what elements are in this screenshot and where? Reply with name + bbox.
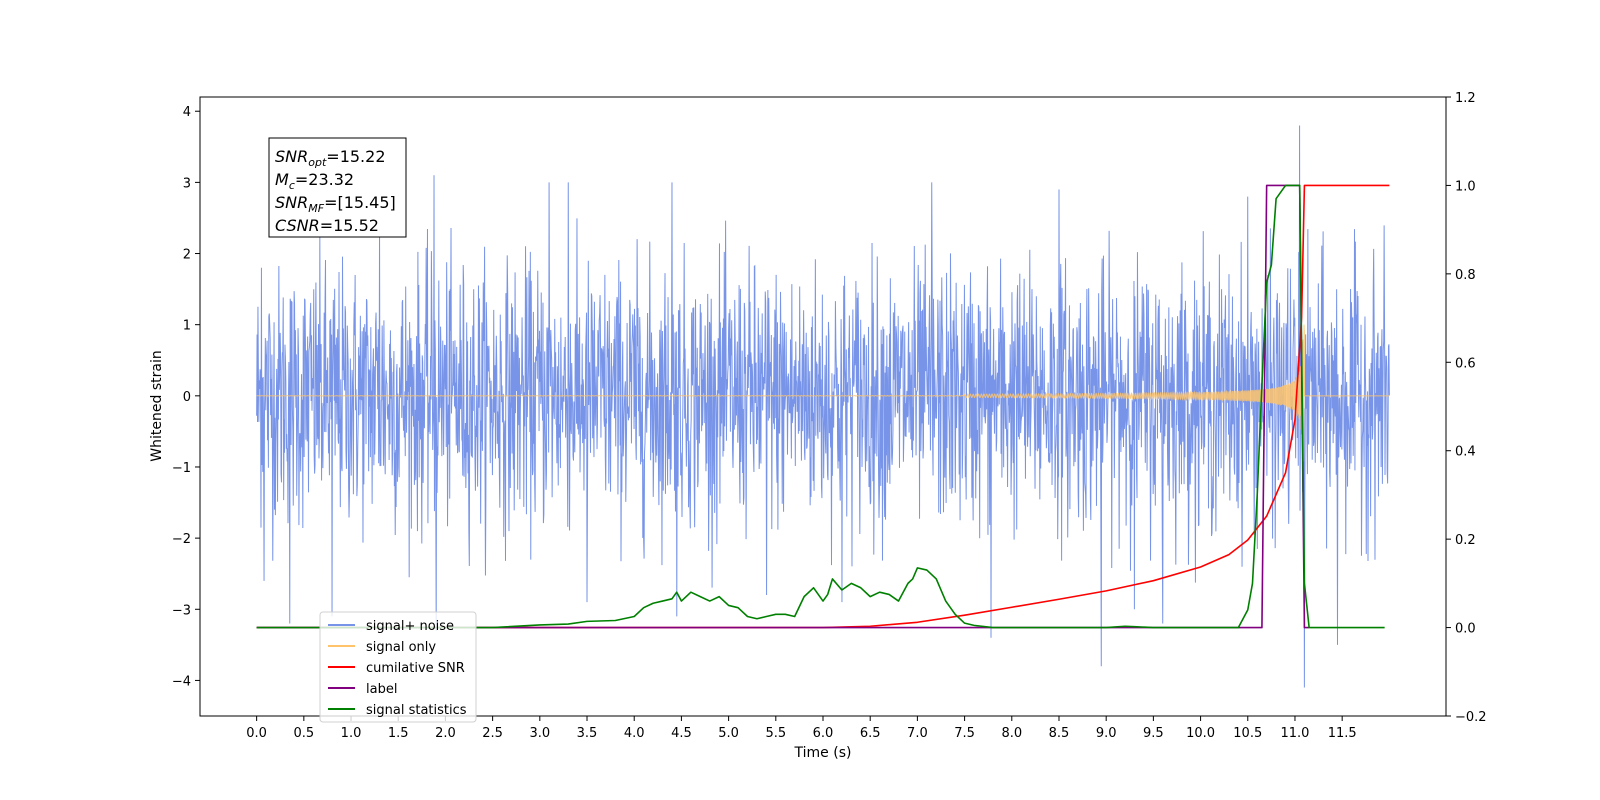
x-tick-label: 7.0 — [907, 726, 928, 741]
stats-line-value: =15.52 — [320, 216, 379, 235]
left-y-axis: −4 −3 −2 −1 0 1 2 3 4 — [172, 105, 200, 689]
legend: signal+ noise signal only cumilative SNR la… — [319, 611, 477, 723]
plot-area — [256, 125, 1390, 688]
y-right-tick-label: 0.8 — [1455, 268, 1476, 283]
y-left-tick-label: 2 — [183, 248, 191, 263]
stats-line-value: =23.32 — [295, 170, 354, 189]
y-left-tick-label: −4 — [172, 674, 191, 689]
x-tick-label: 0.0 — [246, 726, 267, 741]
x-tick-label: 5.5 — [765, 726, 786, 741]
legend-frame — [319, 611, 477, 723]
x-tick-label: 4.0 — [624, 726, 645, 741]
y-left-tick-label: −2 — [172, 532, 191, 547]
stats-line: SNRopt=15.22 — [275, 147, 386, 169]
y-right-tick-label: 1.0 — [1455, 179, 1476, 194]
signal-only-line — [256, 324, 1390, 462]
y-left-tick-label: −3 — [172, 603, 191, 618]
stats-line-symbol: M — [275, 170, 289, 189]
x-tick-label: 6.5 — [860, 726, 881, 741]
signal-noise-line — [256, 125, 1390, 688]
y-right-tick-label: 1.2 — [1455, 91, 1476, 106]
signal-statistics-line — [256, 184, 1385, 629]
y-axis-label: Whitened strain — [149, 350, 165, 461]
stats-line: SNRMF=[15.45] — [275, 193, 396, 215]
x-tick-label: 8.5 — [1049, 726, 1070, 741]
x-tick-label: 4.5 — [671, 726, 692, 741]
stats-line-value: =15.22 — [326, 147, 385, 166]
x-tick-label: 9.5 — [1143, 726, 1164, 741]
cumulative-snr-line — [256, 184, 1390, 629]
stats-line: Mc=23.32 — [275, 170, 354, 192]
x-tick-label: 10.0 — [1186, 726, 1215, 741]
x-tick-label: 6.0 — [813, 726, 834, 741]
x-tick-label: 0.5 — [293, 726, 314, 741]
y-right-tick-label: −0.2 — [1455, 710, 1487, 725]
x-tick-label: 9.0 — [1096, 726, 1117, 741]
x-tick-label: 3.5 — [577, 726, 598, 741]
x-axis: 0.0 0.5 1.0 1.5 2.0 2.5 3.0 3.5 4.0 4.5 5.0 5.5 6.0 6… — [246, 716, 1357, 741]
y-left-tick-label: 3 — [183, 176, 191, 191]
right-y-axis: −0.2 0.0 0.2 0.4 0.6 0.8 1.0 1.2 — [1446, 91, 1487, 725]
x-tick-label: 3.0 — [529, 726, 550, 741]
stats-line-subscript: opt — [308, 156, 327, 169]
x-tick-label: 1.5 — [388, 726, 409, 741]
legend-label: signal+ noise — [366, 619, 454, 634]
stats-box: SNRopt=15.22Mc=23.32SNRMF=[15.45]CSNR=15… — [268, 137, 407, 238]
stats-line-symbol: SNR — [275, 147, 308, 166]
y-left-tick-label: 0 — [183, 390, 191, 405]
stats-line-subscript: c — [289, 179, 295, 192]
x-tick-label: 11.0 — [1280, 726, 1309, 741]
legend-label: label — [366, 682, 397, 697]
stats-line-symbol: SNR — [275, 193, 308, 212]
legend-label: signal only — [366, 640, 436, 655]
stats-line-symbol: CSNR — [275, 216, 320, 235]
x-tick-label: 11.5 — [1328, 726, 1357, 741]
x-tick-label: 1.0 — [341, 726, 362, 741]
stats-line: CSNR=15.52 — [275, 216, 379, 235]
y-left-tick-label: −1 — [172, 461, 191, 476]
x-tick-label: 2.5 — [482, 726, 503, 741]
stats-line-value: =[15.45] — [324, 193, 396, 212]
x-tick-label: 8.0 — [1001, 726, 1022, 741]
y-left-tick-label: 1 — [183, 319, 191, 334]
signal-only-series — [256, 324, 1390, 462]
x-tick-label: 10.5 — [1233, 726, 1262, 741]
y-right-tick-label: 0.2 — [1455, 533, 1476, 548]
y-right-tick-label: 0.6 — [1455, 356, 1476, 371]
legend-label: cumilative SNR — [366, 661, 465, 676]
x-tick-label: 2.0 — [435, 726, 456, 741]
stats-box-frame — [268, 137, 407, 238]
y-right-tick-label: 0.0 — [1455, 622, 1476, 637]
right-axis-series — [256, 184, 1390, 629]
y-left-tick-label: 4 — [183, 105, 191, 120]
legend-label: signal statistics — [366, 703, 467, 718]
signal-noise-series — [256, 125, 1390, 688]
x-tick-label: 7.5 — [954, 726, 975, 741]
y-right-tick-label: 0.4 — [1455, 445, 1476, 460]
x-axis-label: Time (s) — [794, 745, 852, 761]
x-tick-label: 5.0 — [718, 726, 739, 741]
stats-line-subscript: MF — [308, 202, 324, 215]
